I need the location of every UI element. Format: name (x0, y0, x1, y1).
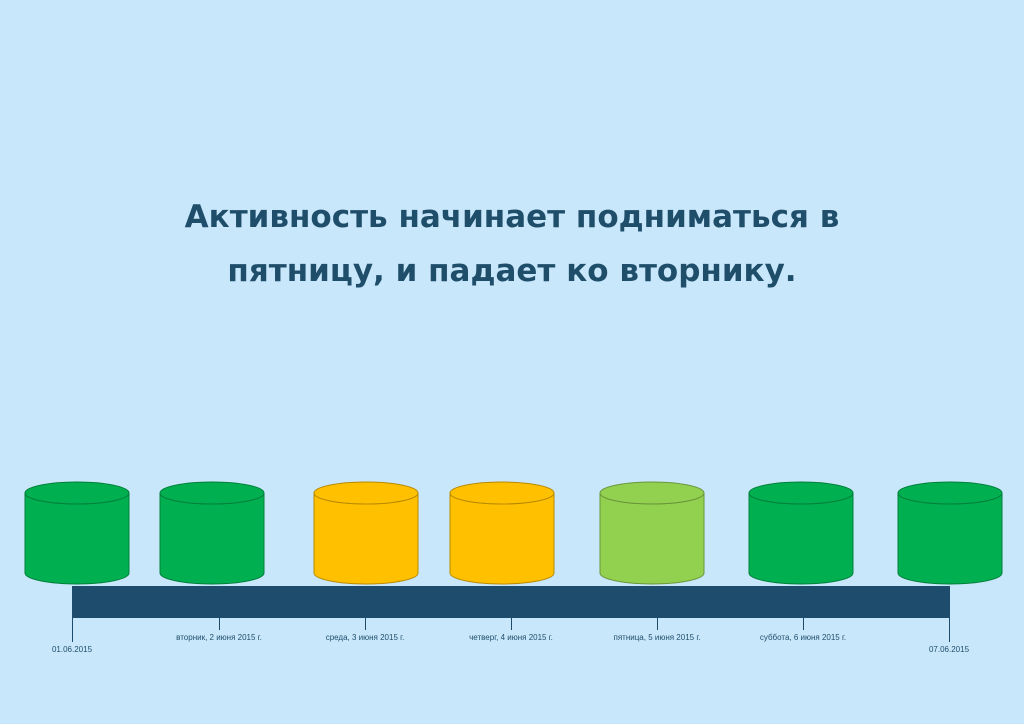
day-cylinder (449, 481, 555, 585)
title-line-2: пятницу, и падает ко вторнику. (227, 253, 797, 289)
timeline-tick-label: четверг, 4 июня 2015 г. (469, 633, 553, 642)
timeline-tick-label: вторник, 2 июня 2015 г. (176, 633, 262, 642)
day-cylinder (159, 481, 265, 585)
timeline-tick (365, 618, 366, 630)
timeline-tick (219, 618, 220, 630)
day-cylinder (748, 481, 854, 585)
timeline-tick (803, 618, 804, 630)
timeline-tick-start (72, 618, 73, 642)
timeline-bar (72, 586, 950, 618)
timeline-tick-end (949, 618, 950, 642)
timeline-tick-label: среда, 3 июня 2015 г. (325, 633, 405, 642)
timeline-tick (511, 618, 512, 630)
slide-title: Активность начинает подниматься в пятниц… (112, 190, 912, 298)
timeline-start-label: 01.06.2015 (51, 645, 93, 654)
title-line-1: Активность начинает подниматься в (184, 199, 840, 235)
timeline-tick-label: суббота, 6 июня 2015 г. (759, 633, 847, 642)
day-cylinder (313, 481, 419, 585)
timeline-tick (657, 618, 658, 630)
day-cylinder (599, 481, 705, 585)
timeline-end-label: 07.06.2015 (928, 645, 970, 654)
day-cylinder (24, 481, 130, 585)
day-cylinder (897, 481, 1003, 585)
timeline-tick-label: пятница, 5 июня 2015 г. (613, 633, 701, 642)
